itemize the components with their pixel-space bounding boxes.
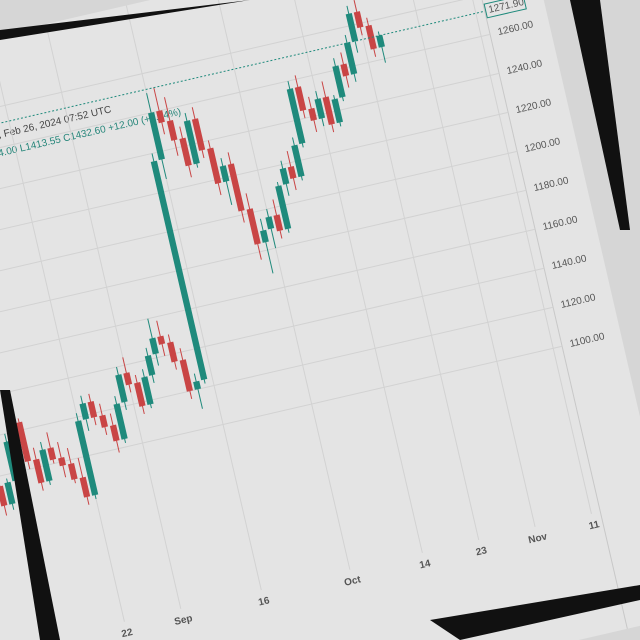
candle-body — [260, 229, 269, 243]
candle-body — [191, 118, 206, 151]
candle-body — [294, 86, 307, 112]
candle-body — [308, 107, 318, 121]
x-tick-label: Oct — [343, 574, 362, 589]
last-price-tag — [483, 0, 527, 19]
candle-body — [376, 34, 385, 48]
candle-body — [144, 354, 156, 376]
grid-line — [0, 33, 491, 179]
x-tick-label: 23 — [475, 545, 489, 558]
candle-body — [109, 424, 120, 442]
candle-body — [365, 24, 377, 50]
candle-body — [166, 119, 178, 141]
x-tick-label: 14 — [418, 558, 432, 571]
candle-body — [273, 214, 284, 232]
candle-body — [115, 374, 128, 403]
candle-body — [87, 400, 98, 418]
grid-line — [0, 228, 536, 374]
candle-body — [47, 447, 57, 461]
candle-body — [331, 98, 343, 124]
candle-body — [79, 402, 90, 420]
candle-body — [353, 11, 364, 29]
candle-body — [291, 144, 305, 178]
candle-body — [193, 380, 202, 390]
candle-body — [134, 382, 146, 407]
x-tick-label: 11 — [588, 519, 601, 532]
candle-body — [322, 96, 335, 126]
x-tick-label: 22 — [120, 627, 134, 640]
candle-body — [75, 420, 99, 496]
candle-body — [156, 110, 165, 124]
grid-line — [0, 267, 545, 413]
edge-shadow — [570, 0, 630, 230]
grid-line — [0, 72, 500, 218]
candle-body — [58, 457, 66, 467]
candle-body — [286, 88, 306, 145]
candle-body — [148, 111, 165, 161]
candle-body — [67, 462, 78, 480]
edge-shadow — [0, 390, 60, 640]
candle-body — [207, 147, 222, 185]
candle-body — [167, 341, 178, 363]
candle-body — [123, 372, 133, 386]
candle-body — [343, 42, 358, 75]
candle-body — [246, 208, 261, 245]
x-tick-label: Sep — [173, 613, 193, 628]
grid-line — [0, 345, 563, 491]
candle-body — [79, 476, 91, 498]
grid-line — [45, 23, 182, 609]
candle-body — [340, 63, 350, 77]
candle-body — [279, 167, 290, 185]
candle-body — [141, 376, 154, 405]
price-axis-line — [464, 0, 628, 629]
candle-wick — [193, 373, 203, 409]
candle-body — [150, 160, 208, 381]
grid-line — [0, 189, 527, 335]
candle-body — [179, 359, 193, 392]
grid-line — [455, 0, 592, 515]
candle-body — [345, 12, 359, 42]
candle-body — [113, 403, 128, 440]
candle-wick — [259, 218, 274, 274]
x-tick-label: 16 — [257, 595, 271, 608]
candle-body — [219, 165, 230, 183]
edge-shadow — [0, 0, 250, 40]
candle-body — [149, 337, 159, 355]
grid-line — [0, 111, 509, 257]
candle-body — [39, 449, 53, 482]
candle-body — [332, 65, 346, 98]
candle-body — [287, 165, 297, 180]
x-tick-label: Nov — [527, 531, 548, 546]
last-price-line — [0, 10, 485, 147]
candle-body — [15, 421, 32, 463]
candle-body — [183, 120, 200, 165]
grid-line — [0, 0, 482, 140]
candle-body — [314, 98, 326, 120]
candle-body — [99, 414, 108, 428]
candle-body — [227, 163, 245, 212]
grid-line — [0, 150, 518, 296]
edge-shadow — [430, 585, 640, 640]
grid-line — [0, 36, 125, 622]
candle-body — [4, 481, 16, 505]
candle-body — [157, 335, 166, 345]
grid-line — [343, 0, 480, 541]
grid-line — [286, 0, 423, 554]
candle-body — [265, 216, 275, 230]
grid-line — [399, 0, 536, 528]
candle-body — [0, 485, 8, 507]
candle-body — [33, 458, 45, 484]
candle-body — [179, 137, 192, 167]
candle-body — [275, 185, 292, 230]
grid-line — [0, 306, 554, 452]
grid-line — [214, 0, 351, 570]
